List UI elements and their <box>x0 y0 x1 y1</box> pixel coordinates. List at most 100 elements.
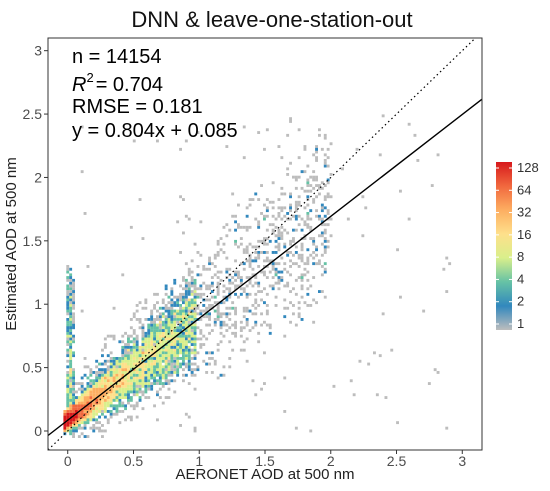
density-bin <box>190 304 194 307</box>
density-bin <box>66 412 70 416</box>
density-bin <box>297 265 301 268</box>
density-bin <box>248 262 252 266</box>
density-bin <box>129 345 133 349</box>
density-bin <box>297 256 301 260</box>
density-bin <box>239 326 243 330</box>
density-bin <box>323 195 327 199</box>
density-bin <box>306 195 310 199</box>
density-bin <box>80 376 84 380</box>
density-bin <box>300 273 304 277</box>
density-bin <box>312 262 316 266</box>
density-bin <box>326 245 330 249</box>
density-bin <box>156 326 159 330</box>
density-bin <box>202 334 206 338</box>
density-bin <box>98 384 101 388</box>
density-bin <box>280 217 284 221</box>
density-bin <box>86 398 90 402</box>
density-bin <box>202 309 206 313</box>
density-bin <box>199 331 203 335</box>
density-bin <box>66 265 70 268</box>
density-bin <box>309 304 313 307</box>
density-bin <box>118 410 122 413</box>
density-bin <box>127 384 130 388</box>
density-bin <box>132 382 136 385</box>
density-bin <box>245 318 249 321</box>
density-bin <box>121 359 125 363</box>
density-bin <box>286 217 290 221</box>
density-bin <box>182 306 185 310</box>
density-bin <box>167 362 171 366</box>
density-bin <box>254 192 258 196</box>
density-bin <box>164 357 168 360</box>
density-bin <box>173 351 177 355</box>
density-bin <box>208 312 211 316</box>
density-bin <box>101 354 104 358</box>
density-bin <box>248 265 252 268</box>
density-bin <box>179 295 182 299</box>
density-bin <box>127 387 130 391</box>
density-bin <box>176 365 180 369</box>
density-bin <box>326 156 330 160</box>
density-bin <box>158 373 162 377</box>
density-bin <box>103 373 107 377</box>
density-bin <box>156 357 159 360</box>
density-bin <box>271 276 275 279</box>
density-bin <box>257 220 261 224</box>
density-bin <box>300 248 304 252</box>
density-bin <box>309 253 313 257</box>
density-bin <box>115 368 119 372</box>
density-bin <box>95 421 99 425</box>
density-bin <box>129 362 133 366</box>
density-bin <box>315 159 318 162</box>
density-bin <box>320 206 324 210</box>
density-bin <box>69 359 73 363</box>
density-bin <box>182 343 185 346</box>
density-bin <box>173 379 177 383</box>
density-bin <box>228 340 232 344</box>
density-bin <box>303 223 307 227</box>
density-bin <box>112 376 116 380</box>
density-bin <box>173 281 177 285</box>
density-bin <box>92 407 96 411</box>
density-bin <box>124 351 127 355</box>
density-bin <box>161 371 165 374</box>
density-bin <box>208 351 211 355</box>
density-bin <box>132 337 136 341</box>
density-bin <box>294 209 298 213</box>
density-bin <box>170 298 174 302</box>
density-bin <box>231 331 235 335</box>
density-bin <box>153 343 156 346</box>
density-bin <box>210 295 214 299</box>
density-bin <box>86 393 90 397</box>
density-bin <box>326 192 330 196</box>
density-bin <box>280 225 284 229</box>
density-bin <box>182 318 185 321</box>
density-bin <box>196 295 200 299</box>
density-bin <box>173 348 177 352</box>
density-bin <box>135 304 139 307</box>
density-bin <box>323 198 327 201</box>
density-bin <box>109 373 113 377</box>
density-bin <box>265 312 269 316</box>
density-bin <box>187 345 191 349</box>
density-bin <box>239 281 243 285</box>
density-bin <box>66 404 70 408</box>
density-bin <box>182 337 185 341</box>
density-bin <box>182 276 185 279</box>
density-bin <box>138 376 142 380</box>
density-bin <box>193 362 197 366</box>
density-bin <box>83 426 87 430</box>
density-bin <box>315 150 318 154</box>
density-bin <box>69 337 73 341</box>
density-bin <box>158 357 162 360</box>
density-bin <box>179 320 182 324</box>
density-bin <box>66 312 70 316</box>
density-bin <box>141 384 145 388</box>
density-bin <box>274 217 278 221</box>
density-bin <box>153 382 156 385</box>
density-bin <box>89 398 93 402</box>
stat-r2-label: R <box>72 74 86 96</box>
density-bin <box>127 396 130 399</box>
density-bin <box>239 237 243 240</box>
density-bin <box>112 306 116 310</box>
